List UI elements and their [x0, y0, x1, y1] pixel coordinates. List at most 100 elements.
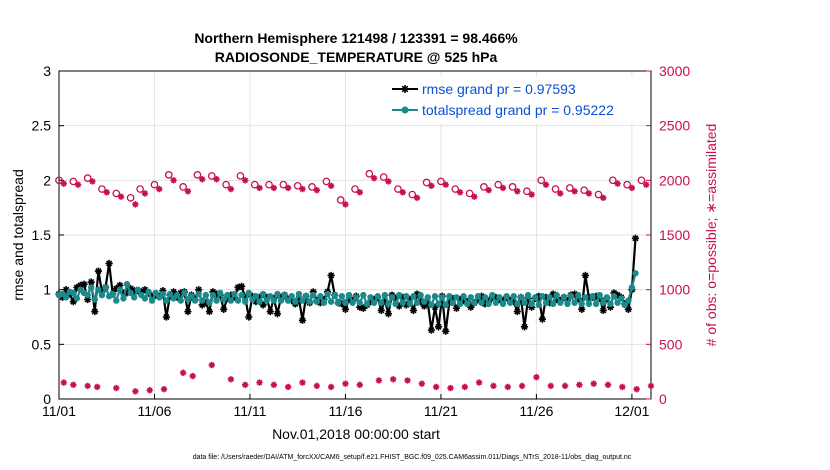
- series-totalspread-point: [91, 296, 99, 303]
- obs-assimilated-point-glyph: [327, 383, 335, 391]
- series-rmse-point-glyph: [255, 293, 264, 301]
- series-totalspread-point: [191, 297, 199, 304]
- obs-assimilated-point-glyph: [299, 185, 306, 193]
- obs-assimilated-point-glyph: [160, 385, 168, 393]
- legend-totalspread-label: totalspread grand pr = 0.95222: [422, 102, 614, 118]
- series-rmse-point-glyph: [259, 301, 267, 309]
- series-totalspread-point: [195, 290, 202, 298]
- obs-assimilated-point: [490, 382, 497, 390]
- series-totalspread-point: [374, 293, 381, 300]
- series-rmse-point: [209, 288, 217, 296]
- series-rmse-point: [356, 303, 364, 311]
- obs-assimilated-point: [184, 188, 192, 195]
- series-rmse-point-glyph: [434, 323, 443, 331]
- series-rmse-point: [202, 299, 210, 307]
- series-rmse-point-glyph: [58, 293, 67, 301]
- series-rmse-point: [563, 297, 572, 305]
- series-rmse-point: [288, 297, 296, 305]
- series-rmse-point-glyph: [209, 288, 217, 296]
- obs-assimilated-point-glyph: [375, 377, 383, 384]
- series-totalspread-point: [535, 301, 543, 309]
- series-rmse-point-glyph: [123, 289, 131, 297]
- series-rmse-point-glyph: [98, 288, 106, 296]
- series-totalspread-point: [338, 293, 346, 300]
- obs-assimilated-point: [256, 184, 263, 192]
- series-rmse-point-glyph: [366, 298, 375, 306]
- obs-assimilated-point: [199, 176, 206, 183]
- obs-assimilated-point: [170, 177, 177, 184]
- series-rmse-point-glyph: [563, 297, 572, 305]
- obs-assimilated-point-glyph: [533, 373, 540, 381]
- series-rmse-point-glyph: [571, 290, 579, 298]
- series-totalspread-point: [453, 294, 460, 301]
- series-totalspread-point: [442, 301, 449, 309]
- obs-assimilated-point: [241, 381, 249, 388]
- x-tick-label: 11/11: [233, 403, 266, 419]
- obs-assimilated-point: [604, 381, 612, 388]
- series-rmse-point: [571, 290, 579, 298]
- series-rmse-point-glyph: [223, 294, 231, 303]
- series-rmse-point-glyph: [159, 287, 167, 295]
- series-rmse-point: [402, 301, 410, 309]
- series-rmse-point-glyph: [238, 282, 246, 290]
- x-axis: 11/01 11/06 11/11 11/16 11/21 11/26 12/01: [42, 394, 650, 419]
- series-totalspread-point: [582, 294, 589, 301]
- series-totalspread-point: [438, 294, 446, 301]
- obs-possible-point: [308, 183, 316, 191]
- series-rmse-point-glyph: [391, 294, 400, 303]
- series-rmse-point: [91, 307, 99, 316]
- series-obs-possible: [55, 169, 646, 204]
- y-tick-label: 0: [43, 391, 51, 407]
- series-rmse-point: [391, 294, 400, 303]
- obs-assimilated-point: [561, 382, 569, 390]
- series-rmse-point: [80, 280, 88, 288]
- series-totalspread-point: [446, 293, 453, 300]
- obs-assimilated-point-glyph: [89, 178, 96, 185]
- series-rmse-point-glyph: [230, 293, 239, 301]
- obs-assimilated-point: [342, 380, 349, 387]
- obs-assimilated-point: [370, 174, 378, 182]
- obs-assimilated-point-glyph: [561, 382, 569, 390]
- obs-assimilated-point-glyph: [504, 383, 511, 391]
- obs-assimilated-point-glyph: [585, 190, 593, 197]
- obs-possible-point: [537, 176, 546, 185]
- series-rmse-point-glyph: [184, 307, 192, 316]
- series-rmse-point-glyph: [528, 303, 536, 311]
- obs-assimilated-point: [342, 201, 349, 208]
- obs-assimilated-point: [227, 185, 235, 193]
- series-totalspread-point: [263, 297, 270, 304]
- obs-possible-point: [494, 180, 503, 189]
- series-rmse-point-glyph: [538, 315, 546, 323]
- y-right-tick-label: 2000: [659, 172, 690, 188]
- y-right-tick-label: 2500: [659, 118, 690, 134]
- series-rmse-point-glyph: [596, 294, 604, 303]
- obs-possible-point: [193, 171, 202, 179]
- obs-assimilated-point: [375, 377, 383, 384]
- series-totalspread-point: [295, 290, 303, 298]
- obs-possible-point: [112, 189, 121, 198]
- obs-possible-point: [179, 183, 187, 191]
- series-rmse-point: [549, 290, 557, 298]
- series-totalspread-point: [449, 299, 457, 306]
- series-rmse-point: [406, 295, 414, 304]
- series-totalspread-point: [610, 293, 618, 300]
- series-totalspread-point: [245, 289, 252, 297]
- obs-possible-point: [523, 187, 531, 196]
- obs-assimilated-point-glyph: [284, 383, 292, 391]
- y-tick-label: 2.5: [32, 118, 52, 134]
- obs-assimilated-point: [189, 372, 196, 380]
- obs-possible-point: [480, 183, 488, 191]
- obs-possible-point: [236, 172, 245, 180]
- series-rmse-point-glyph: [474, 295, 482, 304]
- obs-assimilated-point-glyph: [490, 382, 497, 390]
- series-rmse-point-glyph: [460, 297, 468, 305]
- obs-assimilated-point: [504, 383, 511, 391]
- series-rmse-point: [492, 293, 500, 301]
- series-totalspread-point: [496, 294, 503, 301]
- series-rmse-point-glyph: [542, 293, 550, 301]
- series-rmse-point: [445, 299, 453, 307]
- series-rmse-point: [377, 306, 385, 315]
- series-rmse-point-glyph: [80, 280, 88, 288]
- series-totalspread-point: [478, 299, 485, 306]
- obs-assimilated-point-glyph: [284, 184, 292, 192]
